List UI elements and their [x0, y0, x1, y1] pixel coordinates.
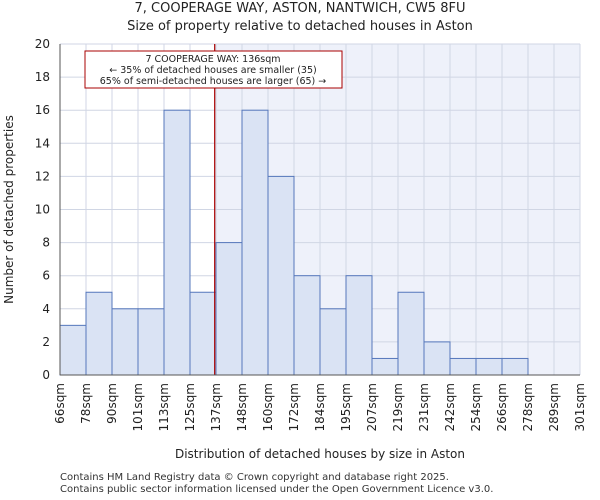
histogram-bar: [59, 324, 87, 376]
y-tick-label: 2: [42, 335, 50, 349]
histogram-bar: [449, 357, 477, 376]
histogram-bar: [345, 275, 373, 376]
histogram-bar: [319, 308, 347, 376]
histogram-bar: [85, 291, 113, 376]
y-tick-label: 8: [42, 236, 50, 250]
x-tick-label: 160sqm: [261, 383, 275, 431]
histogram-bar: [293, 275, 321, 376]
histogram-bar: [501, 357, 529, 376]
footer-line-2: Contains public sector information licen…: [60, 484, 494, 495]
x-tick-label: 219sqm: [391, 383, 405, 431]
annotation-text: 7 COOPERAGE WAY: 136sqm: [145, 54, 280, 65]
x-tick-label: 78sqm: [79, 383, 93, 424]
x-tick-label: 172sqm: [287, 383, 301, 431]
x-axis-title: Distribution of detached houses by size …: [175, 447, 465, 461]
chart-subtitle: Size of property relative to detached ho…: [127, 19, 473, 34]
x-tick-label: 113sqm: [157, 383, 171, 431]
x-tick-label: 125sqm: [183, 383, 197, 431]
histogram-bar: [189, 291, 217, 376]
histogram-bar: [137, 308, 165, 376]
histogram-bar: [423, 341, 451, 376]
x-tick-label: 137sqm: [209, 383, 223, 431]
histogram-bar: [215, 242, 243, 376]
x-tick-label: 148sqm: [235, 383, 249, 431]
x-tick-label: 101sqm: [131, 383, 145, 431]
annotation-box: [84, 50, 343, 89]
x-tick-label: 207sqm: [365, 383, 379, 431]
y-tick-label: 4: [42, 302, 50, 316]
x-tick-label: 278sqm: [521, 383, 535, 431]
y-tick-label: 14: [35, 136, 50, 150]
histogram-bar: [111, 308, 139, 376]
x-tick-label: 301sqm: [573, 383, 587, 431]
x-tick-label: 66sqm: [53, 383, 67, 424]
x-tick-label: 289sqm: [547, 383, 561, 431]
y-tick-label: 16: [35, 103, 50, 117]
y-tick-label: 0: [42, 368, 50, 382]
histogram-bar: [397, 291, 425, 376]
y-tick-label: 20: [35, 37, 50, 51]
histogram-bar: [163, 109, 191, 376]
x-tick-label: 184sqm: [313, 383, 327, 431]
annotation-text: ← 35% of detached houses are smaller (35…: [109, 65, 316, 76]
footer-line-1: Contains HM Land Registry data © Crown c…: [60, 472, 449, 483]
histogram-bar: [371, 357, 399, 376]
x-tick-label: 231sqm: [417, 383, 431, 431]
x-tick-label: 242sqm: [443, 383, 457, 431]
y-tick-label: 6: [42, 269, 50, 283]
histogram-bar: [267, 175, 295, 376]
y-tick-label: 18: [35, 70, 50, 84]
chart-title: 7, COOPERAGE WAY, ASTON, NANTWICH, CW5 8…: [134, 1, 466, 16]
x-tick-label: 90sqm: [105, 383, 119, 424]
x-tick-label: 254sqm: [469, 383, 483, 431]
histogram-chart: 7 COOPERAGE WAY: 136sqm← 35% of detached…: [2, 37, 587, 461]
annotation-text: 65% of semi-detached houses are larger (…: [100, 76, 327, 87]
histogram-bar: [241, 109, 269, 376]
y-tick-label: 12: [35, 169, 50, 183]
histogram-bar: [475, 357, 503, 376]
x-tick-label: 195sqm: [339, 383, 353, 431]
y-tick-label: 10: [35, 203, 50, 217]
x-tick-label: 266sqm: [495, 383, 509, 431]
y-axis-title: Number of detached properties: [2, 115, 16, 304]
